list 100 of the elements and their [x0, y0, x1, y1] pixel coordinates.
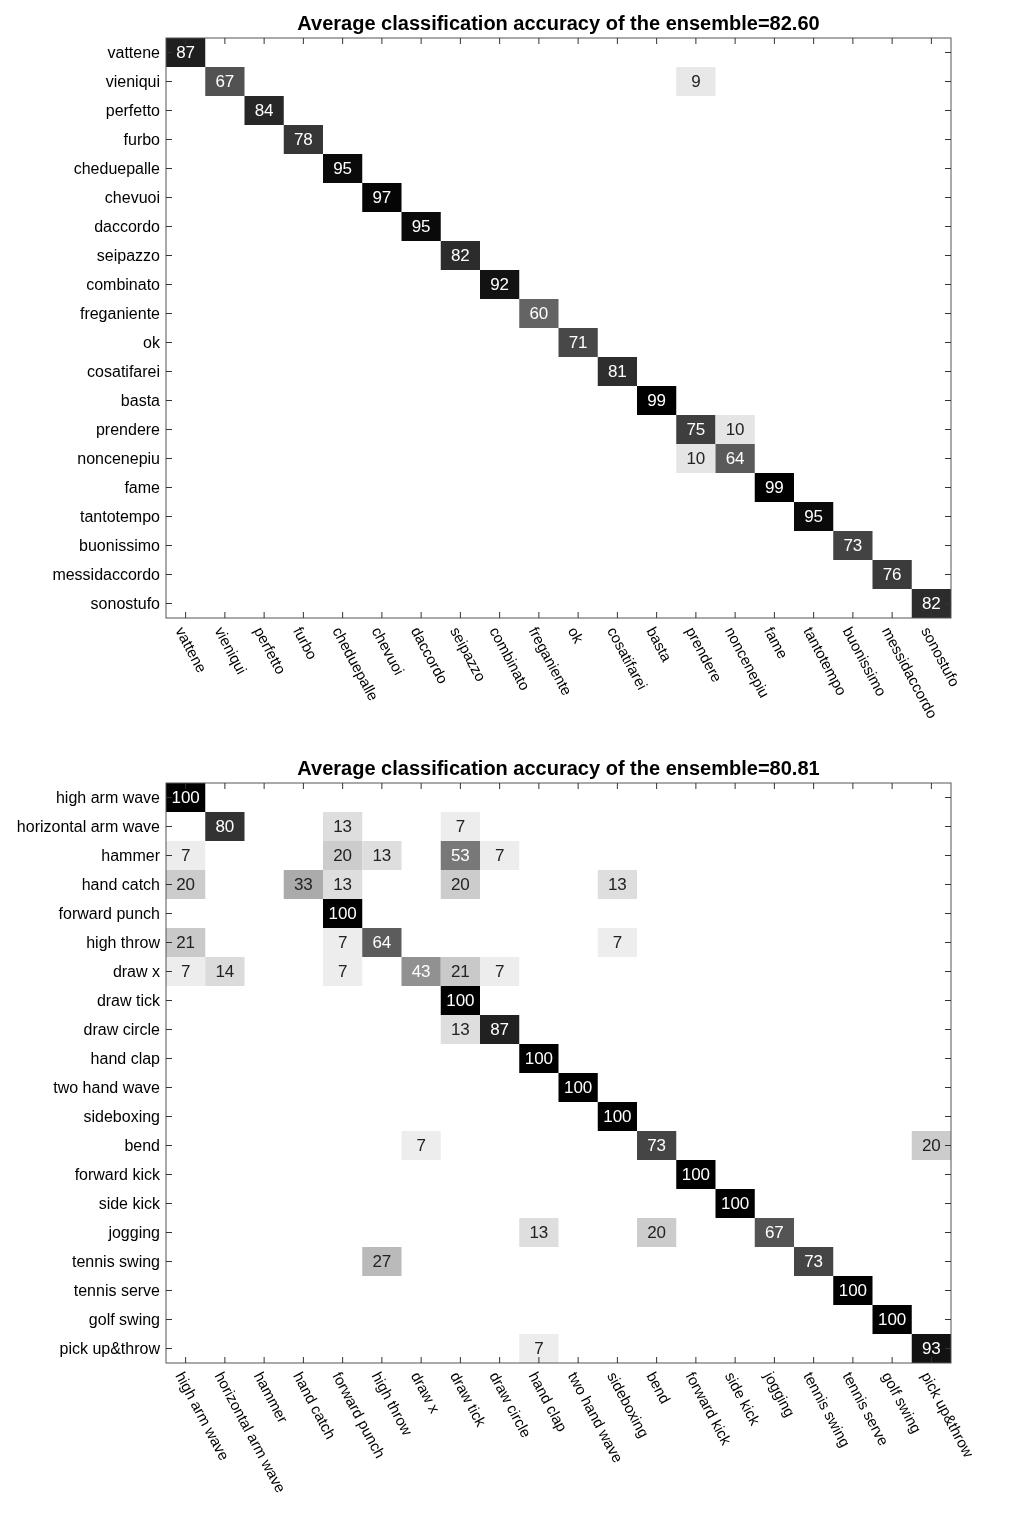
- x-tick-label: basta: [643, 623, 676, 665]
- y-tick-label: side kick: [98, 1195, 161, 1213]
- y-tick-label: horizontal arm wave: [16, 818, 161, 836]
- y-tick-label: tantotempo: [79, 508, 161, 526]
- chart-title: Average classification accuracy of the ensemble=82.60: [297, 12, 820, 34]
- data-label: 64: [725, 449, 745, 469]
- y-tick-label: cheduepalle: [73, 160, 161, 178]
- data-label: 7: [416, 1136, 426, 1156]
- data-label: 73: [647, 1136, 667, 1156]
- data-label: 13: [450, 1020, 470, 1040]
- data-label: 71: [568, 333, 588, 353]
- data-label: 67: [215, 72, 235, 92]
- y-tick-label: sonostufo: [90, 595, 161, 613]
- data-label: 76: [882, 565, 902, 585]
- y-tick-label: fame: [124, 479, 161, 497]
- data-label: 100: [446, 991, 475, 1011]
- data-label: 100: [603, 1107, 632, 1127]
- data-label: 100: [524, 1049, 554, 1069]
- data-label: 95: [333, 159, 353, 179]
- data-label: 20: [647, 1223, 667, 1243]
- data-label: 27: [372, 1252, 392, 1272]
- y-tick-label: pick up&throw: [59, 1340, 161, 1358]
- data-label: 95: [804, 507, 824, 527]
- y-tick-label: daccordo: [94, 218, 161, 236]
- data-label: 21: [450, 962, 470, 982]
- data-label: 10: [686, 449, 706, 469]
- data-label: 82: [921, 594, 941, 614]
- data-label: 81: [607, 362, 627, 382]
- y-tick-label: golf swing: [88, 1311, 160, 1329]
- y-tick-label: draw tick: [96, 992, 161, 1010]
- y-tick-label: sideboxing: [83, 1108, 160, 1126]
- data-label: 100: [328, 904, 357, 924]
- data-label: 100: [171, 788, 200, 808]
- data-label: 73: [843, 536, 863, 556]
- data-label: 20: [333, 846, 353, 866]
- data-label: 67: [764, 1223, 784, 1243]
- data-label: 43: [411, 962, 431, 982]
- data-label: 75: [686, 420, 706, 440]
- y-tick-label: furbo: [123, 131, 161, 149]
- data-label: 87: [176, 43, 196, 63]
- y-tick-label: high throw: [86, 934, 161, 952]
- data-label: 97: [372, 188, 392, 208]
- data-label: 7: [337, 962, 348, 982]
- data-label: 73: [804, 1252, 824, 1272]
- data-label: 7: [180, 962, 191, 982]
- x-tick-label: furbo: [290, 623, 322, 663]
- y-tick-label: basta: [120, 392, 161, 410]
- data-label: 93: [921, 1339, 941, 1359]
- data-label: 64: [372, 933, 392, 953]
- y-tick-label: buonissimo: [79, 537, 161, 555]
- y-tick-label: tennis serve: [73, 1282, 161, 1300]
- y-tick-label: two hand wave: [53, 1079, 161, 1097]
- data-label: 20: [176, 875, 196, 895]
- data-label: 100: [681, 1165, 711, 1185]
- data-label: 7: [455, 817, 466, 837]
- data-label: 7: [534, 1339, 544, 1359]
- y-tick-label: messidaccordo: [52, 566, 161, 584]
- chart-title: Average classification accuracy of the ensemble=80.81: [297, 757, 820, 779]
- data-label: 99: [647, 391, 667, 411]
- data-label: 82: [450, 246, 470, 266]
- data-label: 14: [215, 962, 235, 982]
- data-label: 20: [921, 1136, 941, 1156]
- y-tick-label: vattene: [107, 44, 161, 62]
- data-label: 13: [333, 817, 353, 837]
- data-label: 13: [333, 875, 353, 895]
- data-label: 33: [293, 875, 313, 895]
- data-label: 84: [254, 101, 274, 121]
- data-label: 100: [563, 1078, 593, 1098]
- data-label: 53: [450, 846, 470, 866]
- y-tick-label: vieniqui: [105, 73, 160, 91]
- data-label: 9: [691, 72, 701, 92]
- y-tick-label: tennis swing: [71, 1253, 160, 1271]
- y-tick-label: draw circle: [83, 1021, 161, 1039]
- y-tick-label: jogging: [107, 1224, 160, 1242]
- data-label: 7: [494, 962, 505, 982]
- data-label: 7: [337, 933, 348, 953]
- data-label: 95: [411, 217, 431, 237]
- data-label: 21: [176, 933, 196, 953]
- data-label: 80: [215, 817, 235, 837]
- data-label: 92: [490, 275, 510, 295]
- y-tick-label: bend: [124, 1137, 160, 1155]
- data-label: 10: [725, 420, 745, 440]
- data-label: 13: [372, 846, 392, 866]
- y-tick-label: freganiente: [79, 305, 161, 323]
- data-label: 7: [612, 933, 623, 953]
- x-tick-label: draw x: [407, 1368, 444, 1417]
- data-label: 7: [180, 846, 191, 866]
- y-tick-label: combinato: [86, 276, 161, 294]
- y-tick-label: forward kick: [74, 1166, 161, 1184]
- x-tick-label: bend: [643, 1368, 675, 1407]
- data-label: 7: [494, 846, 505, 866]
- y-tick-label: chevuoi: [104, 189, 160, 207]
- data-label: 13: [607, 875, 627, 895]
- data-label: 99: [764, 478, 784, 498]
- data-label: 100: [838, 1281, 868, 1301]
- data-label: 20: [450, 875, 470, 895]
- y-tick-label: seipazzo: [96, 247, 161, 265]
- data-label: 60: [529, 304, 549, 324]
- y-tick-label: high arm wave: [55, 789, 161, 807]
- y-tick-label: draw x: [112, 963, 160, 981]
